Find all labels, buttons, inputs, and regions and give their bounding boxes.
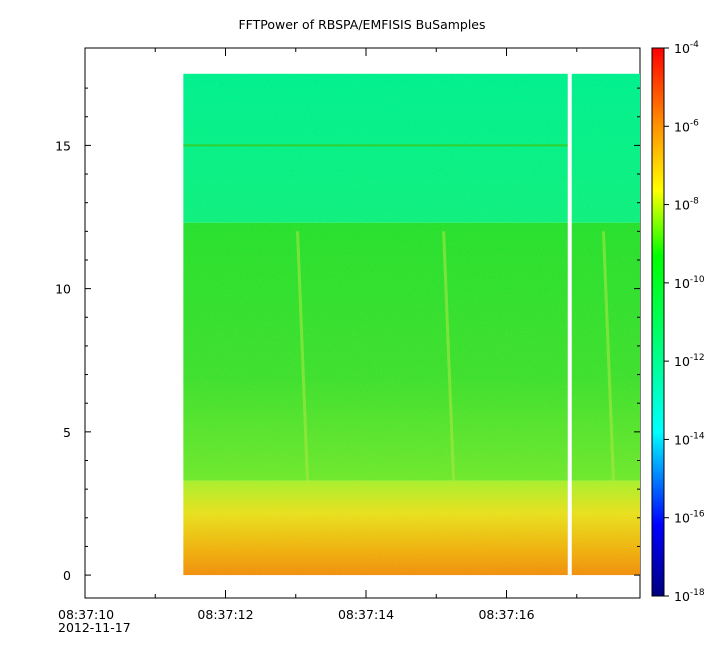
y-tick-label: 15	[55, 138, 71, 153]
colorbar-tick-label: 10-4	[674, 40, 699, 56]
y-tick-label: 5	[63, 425, 71, 440]
colorbar-tick-label: 10-12	[674, 353, 705, 369]
colorbar-tick-label: 10-10	[674, 275, 705, 291]
whistler-trace-2	[601, 231, 615, 481]
y-axis: 0 5 10 15	[55, 87, 640, 583]
colorbar-tick-label: 10-8	[674, 197, 699, 213]
whistler-trace-0	[296, 231, 310, 481]
x-date-label: 2012-11-17	[58, 620, 131, 635]
chart-title: FFTPower of RBSPA/EMFISIS BuSamples	[238, 17, 486, 32]
whistler-trace-1	[442, 231, 456, 481]
data-gap	[567, 72, 572, 577]
x-tick-label: 08:37:12	[197, 607, 253, 622]
x-axis: 08:37:10 08:37:12 08:37:14 08:37:16	[58, 48, 578, 622]
y-tick-label: 0	[63, 568, 71, 583]
x-tick-label: 08:37:14	[338, 607, 394, 622]
heatmap-layer	[183, 72, 640, 577]
colorbar-tick-label: 10-14	[674, 431, 705, 447]
x-tick-label: 08:37:16	[478, 607, 534, 622]
colorbar-tick-label: 10-16	[674, 510, 705, 526]
heatmap-noise-texture	[183, 73, 640, 576]
colorbar-tick-label: 10-18	[674, 588, 705, 604]
y-tick-label: 10	[55, 282, 71, 297]
colorbar-ticks: 10-4 10-6 10-8 10-10 10-12 10-14 10-16 10-18	[664, 40, 705, 604]
x-tick-label: 08:37:10	[58, 607, 114, 622]
colorbar	[651, 47, 665, 597]
whistler-traces	[296, 231, 615, 481]
colorbar-tick-label: 10-6	[674, 118, 699, 134]
